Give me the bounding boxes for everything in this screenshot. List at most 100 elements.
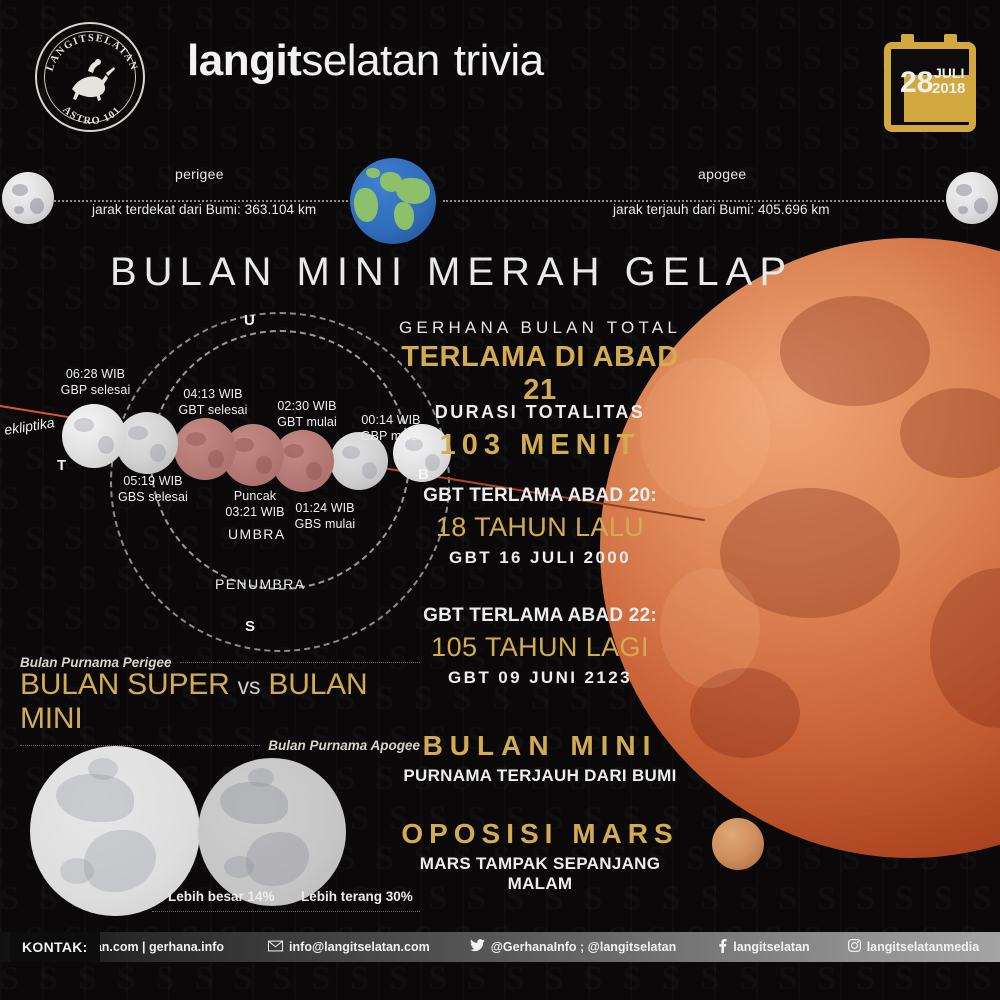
caption-bright: Lebih terang 30% <box>301 889 413 904</box>
minimoon-block: BULAN MINI PURNAMA TERJAUH DARI BUMI <box>390 730 690 786</box>
watermark-row: SSSSSSSSSSSSSSSSSSSSSSSSSSSSSSSSSSSSSSSS <box>0 960 1000 1000</box>
century22-date: GBT 09 JUNI 2123 <box>448 668 632 687</box>
calendar-body <box>884 42 976 132</box>
langitselatan-logo: LANGITSELATAN ASTRO 101 <box>35 22 145 132</box>
comparison-title: BULAN SUPER vs BULAN MINI <box>20 668 420 736</box>
supermoon-comparison: Bulan Purnama Perigee BULAN SUPER vs BUL… <box>20 655 420 753</box>
contact-instagram[interactable]: langitselatanmedia <box>847 939 980 955</box>
phase-event-0014: GBP mulai <box>360 429 422 443</box>
twitter-icon <box>469 939 485 955</box>
phase-time-0628: 06:28 WIB <box>65 367 126 381</box>
duration-label: DURASI TOTALITAS <box>434 402 646 422</box>
century20-date: GBT 16 JULI 2000 <box>448 548 632 567</box>
contact-twitter-text: @GerhanaInfo ; @langitselatan <box>490 940 677 954</box>
perigee-moon <box>2 172 54 224</box>
page-title: BULAN MINI MERAH GELAP <box>110 250 794 294</box>
century22-block: GBT TERLAMA ABAD 22: 105 TAHUN LAGI GBT … <box>390 605 690 688</box>
watermark-row: SSSSSSSSSSSSSSSSSSSSSSSSSSSSSSSSSSSSSSSS <box>0 120 1000 160</box>
contact-email-text: info@langitselatan.com <box>289 940 430 954</box>
phase-label-0628: 06:28 WIB GBP selesai <box>38 366 153 398</box>
caption-rule <box>152 911 420 912</box>
duration-value: 103 MENIT <box>439 429 641 461</box>
svg-text:ASTRO 101: ASTRO 101 <box>60 104 123 127</box>
umbra-label: UMBRA <box>228 526 286 542</box>
perigee-value: jarak terdekat dari Bumi: 363.104 km <box>92 202 317 217</box>
mars-subtitle: MARS TAMPAK SEPANJANG MALAM <box>419 854 661 893</box>
mars-planet-icon <box>712 818 764 870</box>
marker-B: B <box>418 466 429 483</box>
phase-event-0124: GBS mulai <box>294 517 356 531</box>
calendar-year: 2018 <box>932 80 966 97</box>
brand-part-2: selatan <box>301 36 440 85</box>
calendar-month: JULI <box>934 65 965 81</box>
phase-event-0519: GBS selesai <box>118 490 188 504</box>
mars-block: OPOSISI MARS MARS TAMPAK SEPANJANG MALAM <box>390 818 690 894</box>
brand-part-1: langit <box>187 36 302 85</box>
century20-label: GBT TERLAMA ABAD 20: <box>423 485 657 506</box>
peak-time: 03:21 WIB <box>225 505 285 519</box>
phase-label-0519: 05:19 WIB GBS selesai <box>98 473 208 505</box>
phase-event-0413: GBT selesai <box>178 403 248 417</box>
apogee-label: apogee <box>698 166 747 182</box>
phase-label-0014: 00:14 WIB GBP mulai <box>336 412 446 444</box>
moon-phase-0014 <box>393 424 451 482</box>
apogee-value: jarak terjauh dari Bumi: 405.696 km <box>613 202 830 217</box>
penumbra-ring <box>110 312 450 652</box>
envelope-icon <box>268 940 284 955</box>
contact-email[interactable]: info@langitselatan.com <box>268 940 430 955</box>
moon-phase-0519 <box>116 412 178 474</box>
phase-event-0628: GBP selesai <box>60 383 131 397</box>
supermoon-disc <box>30 746 200 916</box>
fact-kicker-text: GERHANA BULAN TOTAL <box>399 318 681 337</box>
brand-part-3: trivia <box>453 36 544 85</box>
contact-bar: langitselatan.com | gerhana.info info@la… <box>0 932 1000 962</box>
comparison-vs: vs <box>237 673 261 699</box>
century22-label: GBT TERLAMA ABAD 22: <box>423 605 657 626</box>
comparison-title-a: BULAN SUPER <box>20 668 230 701</box>
orbit-line-right <box>443 200 951 202</box>
marker-T: T <box>57 457 67 474</box>
phase-label-0413: 04:13 WIB GBT selesai <box>158 386 268 418</box>
minimoon-subtitle: PURNAMA TERJAUH DARI BUMI <box>403 766 677 785</box>
horse-rider-icon <box>72 59 115 101</box>
mars-title: OPOSISI MARS <box>401 818 679 849</box>
marker-U: U <box>244 312 255 329</box>
contact-facebook[interactable]: langitselatan <box>718 938 810 956</box>
century20-block: GBT TERLAMA ABAD 20: 18 TAHUN LALU GBT 1… <box>390 485 690 568</box>
calendar-screen <box>904 75 970 122</box>
penumbra-label: PENUMBRA <box>215 576 306 592</box>
century20-value: 18 TAHUN LALU <box>435 512 645 542</box>
earth-icon <box>350 158 436 244</box>
minimoon-disc <box>198 758 346 906</box>
phase-label-0230: 02:30 WIB GBT mulai <box>252 398 362 430</box>
apogee-moon <box>946 172 998 224</box>
phase-time-0230: 02:30 WIB <box>277 399 337 413</box>
moon-phase-0413 <box>174 418 236 480</box>
phase-time-0413: 04:13 WIB <box>183 387 243 401</box>
moon-phase-0628 <box>62 404 126 468</box>
watermark-row: SSSSSSSSSSSSSSSSSSSSSSSSSSSSSSSSSSSSSSSS <box>0 0 1000 40</box>
phase-label-0124: 01:24 WIB GBS mulai <box>270 500 380 532</box>
contact-instagram-text: langitselatanmedia <box>866 940 980 954</box>
watermark-row: SSSSSSSSSSSSSSSSSSSSSSSSSSSSSSSSSSSSSSSS <box>0 160 1000 200</box>
peak-word: Puncak <box>233 489 277 503</box>
century22-value: 105 TAHUN LAGI <box>431 632 649 662</box>
brand-title: langitselatan trivia <box>187 36 544 86</box>
phase-event-0230: GBT mulai <box>277 415 337 429</box>
kontak-label-text: KONTAK: <box>22 939 88 955</box>
date-badge: 28 JULI 2018 <box>884 34 976 132</box>
watermark-row: SSSSSSSSSSSSSSSSSSSSSSSSSSSSSSSSSSSSSSSS <box>0 80 1000 120</box>
moon-phase-0124 <box>330 432 388 490</box>
fact-headline: TERLAMA DI ABAD 21 <box>390 341 690 407</box>
ecliptic-label: ekliptika <box>3 414 56 438</box>
perigee-label: perigee <box>175 166 224 182</box>
peak-label: Puncak 03:21 WIB <box>200 488 310 520</box>
phase-time-0014: 00:14 WIB <box>361 413 421 427</box>
caption-size: Lebih besar 14% <box>168 889 275 904</box>
minimoon-title: BULAN MINI <box>422 730 658 761</box>
calendar-day: 28 <box>900 66 934 99</box>
logo-inner-ring <box>44 31 136 123</box>
comparison-top-note: Bulan Purnama Perigee <box>20 655 172 670</box>
contact-twitter[interactable]: @GerhanaInfo ; @langitselatan <box>469 939 677 955</box>
